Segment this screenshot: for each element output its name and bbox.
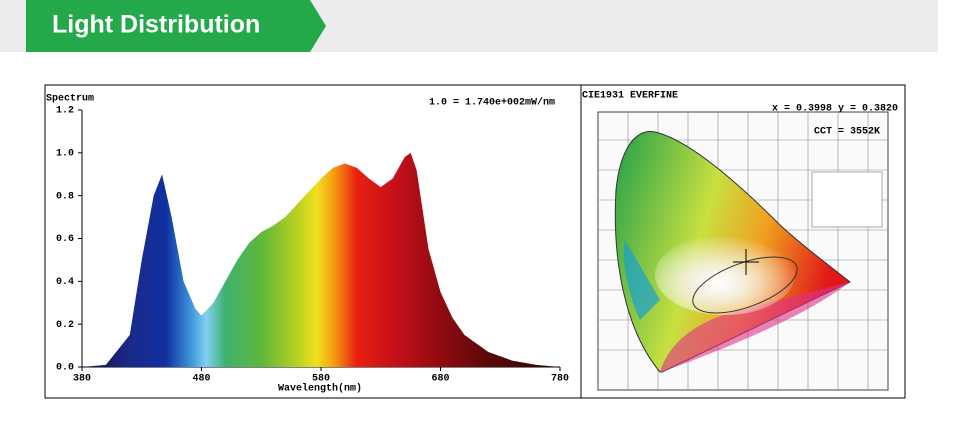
cie-white bbox=[655, 235, 795, 315]
header-title: Light Distribution bbox=[52, 11, 260, 39]
x-tick-label: 480 bbox=[192, 374, 210, 385]
chart-title: Spectrum bbox=[46, 94, 94, 105]
y-tick-label: 1.0 bbox=[56, 148, 74, 159]
cie-planck-area bbox=[692, 256, 798, 314]
spectrum-area bbox=[82, 152, 560, 367]
cie-cct: CCT = 3552K bbox=[814, 127, 880, 138]
x-tick-label: 380 bbox=[73, 374, 91, 385]
cie-blue bbox=[623, 240, 660, 320]
cie-legend-box bbox=[811, 171, 883, 228]
y-tick-label: 0.0 bbox=[56, 363, 74, 374]
x-tick-label: 680 bbox=[431, 374, 449, 385]
y-tick-label: 1.2 bbox=[56, 106, 74, 117]
y-tick-label: 0.8 bbox=[56, 191, 74, 202]
cie-diagram bbox=[597, 111, 889, 391]
y-tick-label: 0.2 bbox=[56, 320, 74, 331]
x-axis-label: Wavelength(nm) bbox=[278, 383, 362, 395]
y-tick-label: 0.6 bbox=[56, 234, 74, 245]
x-tick-label: 780 bbox=[551, 374, 569, 385]
y-tick-label: 0.4 bbox=[56, 277, 74, 288]
x-tick-label: 580 bbox=[312, 374, 330, 385]
cie-title: CIE1931 EVERFINE bbox=[582, 91, 678, 102]
chart-subtitle: 1.0 = 1.740e+002mW/nm bbox=[429, 97, 555, 109]
cie-magenta bbox=[660, 282, 850, 372]
cie-coords: x = 0.3998 y = 0.3820 bbox=[772, 104, 898, 115]
header-banner bbox=[26, 0, 326, 52]
